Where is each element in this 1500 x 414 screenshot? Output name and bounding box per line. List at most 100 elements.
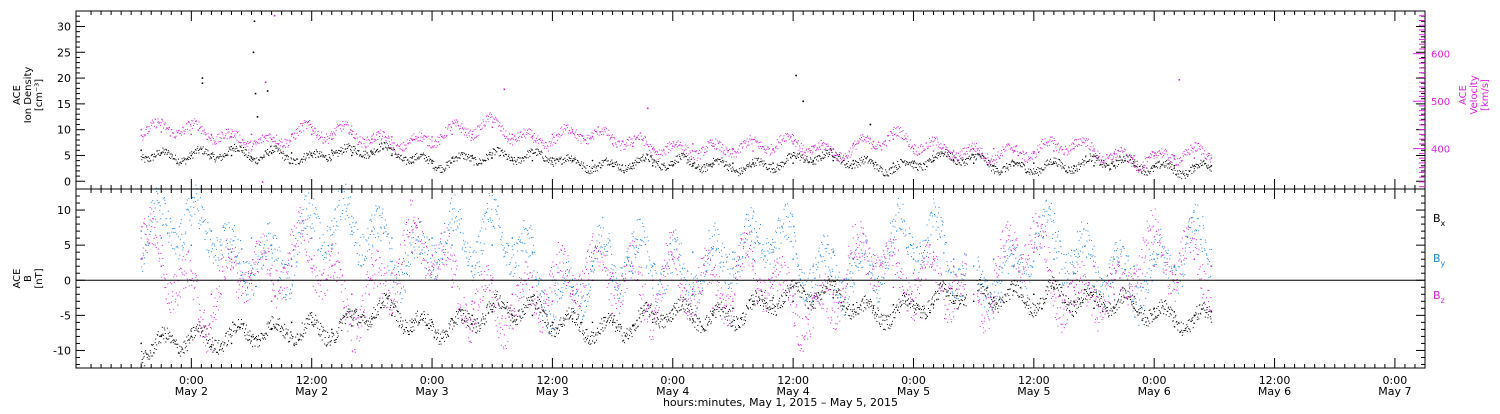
sample-point-bx-1179: [731, 321, 733, 323]
sample-point-density-882: [671, 161, 673, 162]
sample-point-velocity-214: [269, 137, 271, 139]
sample-point-bx-1001: [642, 315, 644, 316]
sample-point-velocity-328: [338, 125, 340, 127]
sample-point-density-1593: [1099, 164, 1101, 166]
sample-point-density-313: [329, 156, 331, 158]
sample-point-velocity-1058: [777, 148, 779, 150]
sample-point-density-1476: [1028, 171, 1030, 173]
sample-point-bx-32: [156, 333, 158, 335]
sample-point-velocity-122: [214, 142, 216, 144]
sample-point-velocity-26: [156, 126, 158, 128]
sample-point-velocity-106: [204, 131, 206, 133]
sample-point-bx-755: [519, 315, 521, 317]
sample-point-velocity-1516: [1053, 142, 1054, 144]
sample-point-velocity-1292: [918, 153, 920, 155]
sample-point-velocity-1054: [775, 146, 776, 148]
sample-point-density-493: [437, 167, 439, 169]
sample-point-velocity-1003: [744, 140, 746, 141]
sample-point-bx-1088: [686, 300, 688, 302]
sample-point-density-391: [376, 150, 377, 151]
sample-point-velocity-430: [399, 148, 401, 150]
sample-point-velocity-1406: [986, 153, 988, 155]
sample-point-velocity-953: [714, 148, 716, 150]
sample-point-velocity-1078: [789, 135, 791, 137]
sample-point-density-345: [348, 143, 350, 145]
sample-point-density-1605: [1106, 164, 1108, 166]
sample-point-bx-916: [600, 333, 602, 335]
sample-point-bx-814: [548, 331, 550, 333]
sample-point-velocity-1152: [833, 154, 835, 156]
sample-point-density-125: [215, 157, 217, 159]
sample-point-density-1766: [1203, 160, 1205, 162]
sample-point-velocity-847: [650, 151, 652, 153]
sample-point-density-1656: [1137, 166, 1139, 168]
sample-point-density-1650: [1133, 161, 1135, 163]
sample-point-bx-1091: [687, 304, 689, 306]
sample-point-velocity-1648: [1132, 157, 1134, 159]
sample-point-density-310: [327, 160, 329, 162]
sample-point-density-542: [466, 156, 468, 158]
sample-point-density-816: [631, 168, 633, 170]
sample-point-bx-284: [283, 329, 285, 331]
sample-point-density-706: [565, 160, 567, 162]
sample-point-velocity-446: [409, 140, 411, 141]
sample-point-bx-217: [249, 330, 251, 332]
sample-point-density-1774: [1208, 167, 1210, 169]
sample-point-density-1571: [1086, 162, 1088, 164]
sample-point-bx-1225: [755, 290, 756, 292]
sample-point-velocity-534: [462, 127, 463, 129]
sample-point-bx-1028: [656, 320, 658, 322]
sample-point-density-384: [371, 154, 373, 155]
sample-point-bx-541: [412, 331, 413, 333]
sample-point-density-1728: [1180, 173, 1182, 175]
sample-point-bx-134: [207, 340, 209, 342]
sample-point-velocity-322: [334, 127, 336, 129]
sample-point-velocity-960: [718, 142, 720, 143]
sample-point-velocity-1238: [885, 145, 887, 147]
sample-point-density-1434: [1003, 166, 1005, 168]
sample-point-bx-836: [559, 324, 561, 326]
sample-point-density-285: [312, 156, 314, 158]
sample-point-bx-925: [604, 327, 606, 329]
sample-point-bx-909: [596, 334, 598, 336]
sample-point-density-951: [713, 157, 714, 159]
data-point-velocity-12: [391, 136, 393, 138]
sample-point-density-1477: [1029, 173, 1031, 175]
sample-point-density-58: [175, 159, 177, 161]
sample-point-density-1069: [784, 163, 785, 165]
sample-point-velocity-1163: [840, 152, 842, 154]
sample-point-density-947: [710, 163, 712, 165]
sample-point-density-933: [702, 166, 704, 168]
sample-point-density-537: [463, 152, 465, 154]
sample-point-density-981: [731, 170, 732, 172]
sample-point-velocity-54: [173, 132, 175, 134]
sample-point-velocity-833: [642, 139, 643, 141]
sample-point-density-1545: [1070, 172, 1072, 174]
sample-point-density-288: [314, 151, 315, 152]
sample-point-velocity-674: [546, 147, 548, 149]
sample-point-bx-438: [360, 322, 362, 324]
sample-point-bx-1037: [660, 318, 662, 320]
sample-point-density-417: [391, 153, 393, 155]
sample-point-velocity-1064: [781, 144, 782, 145]
sample-point-bx-1065: [674, 307, 676, 309]
sample-point-velocity-1329: [940, 143, 942, 145]
sample-point-density-662: [539, 152, 541, 154]
sample-point-density-1554: [1075, 165, 1077, 167]
sample-point-bx-276: [279, 318, 281, 320]
sample-point-density-1689: [1157, 167, 1159, 169]
sample-point-velocity-973: [726, 148, 728, 150]
sample-point-bx-599: [441, 337, 443, 339]
sample-point-velocity-87: [193, 125, 194, 126]
sample-point-velocity-37: [163, 127, 164, 129]
sample-point-bx-486: [384, 305, 386, 307]
sample-point-velocity-419: [392, 142, 394, 144]
sample-point-bx-326: [304, 323, 306, 325]
sample-point-velocity-1389: [976, 148, 978, 150]
sample-point-bx-330: [306, 327, 308, 329]
sample-point-velocity-38: [163, 123, 165, 125]
sample-point-bx-529: [406, 327, 407, 329]
sample-point-density-450: [411, 162, 413, 164]
sample-point-bx-239: [260, 333, 262, 334]
sample-point-bx-509: [396, 320, 397, 321]
